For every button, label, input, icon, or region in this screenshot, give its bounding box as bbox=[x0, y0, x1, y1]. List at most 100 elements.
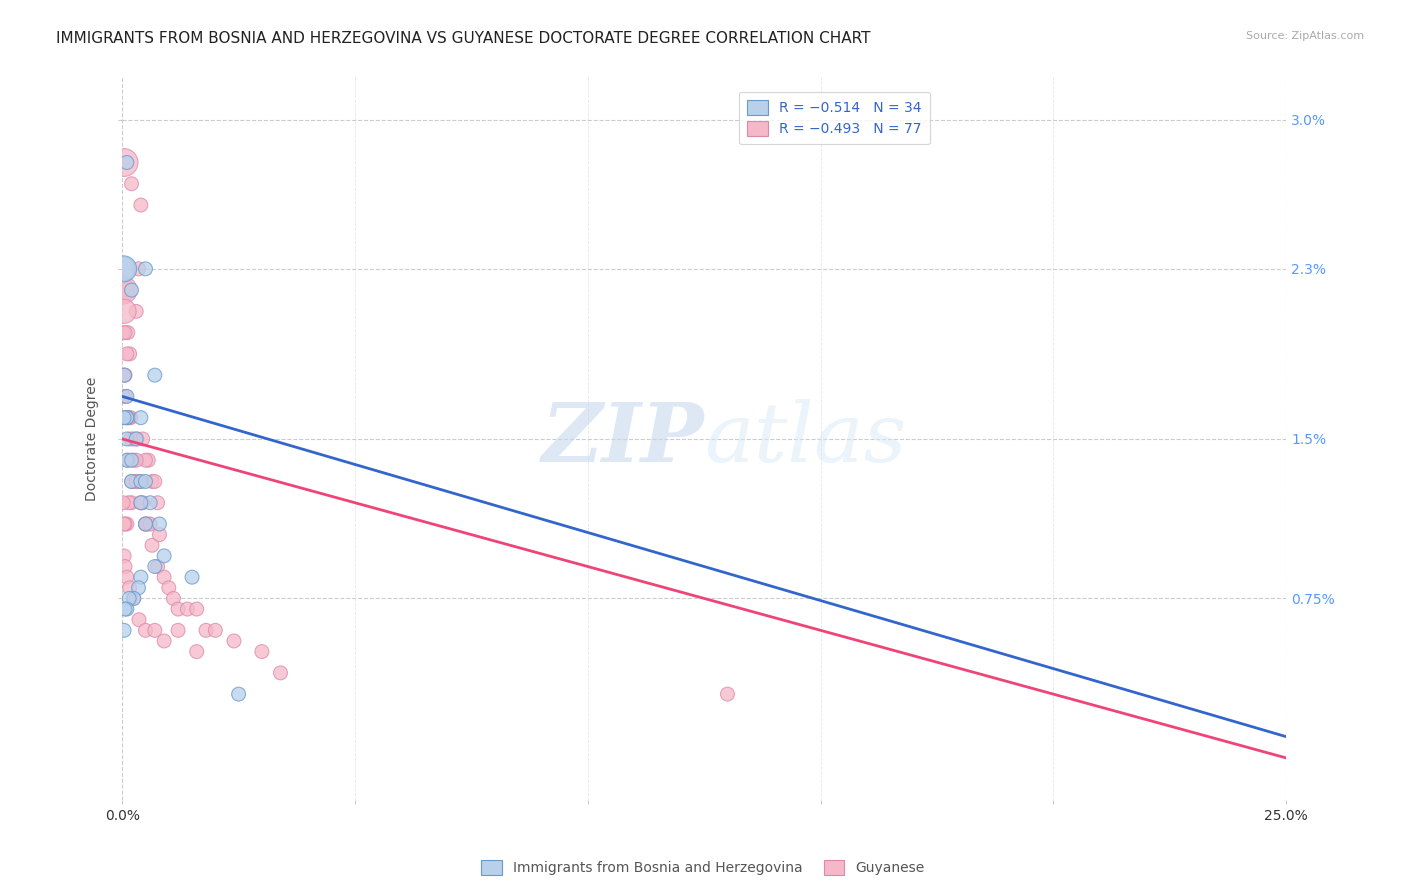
Point bbox=[112, 283, 135, 297]
Point bbox=[128, 613, 150, 627]
Point bbox=[136, 453, 159, 467]
Point bbox=[115, 283, 138, 297]
Point bbox=[148, 516, 170, 531]
Point bbox=[128, 581, 150, 595]
Legend: R = −0.514   N = 34, R = −0.493   N = 77: R = −0.514 N = 34, R = −0.493 N = 77 bbox=[740, 92, 929, 145]
Point bbox=[114, 559, 136, 574]
Point bbox=[250, 644, 273, 658]
Point bbox=[148, 527, 170, 541]
Point bbox=[114, 368, 136, 383]
Point bbox=[118, 410, 141, 425]
Point bbox=[228, 687, 250, 701]
Point bbox=[120, 432, 142, 446]
Point bbox=[128, 475, 150, 489]
Point bbox=[131, 432, 153, 446]
Legend: Immigrants from Bosnia and Herzegovina, Guyanese: Immigrants from Bosnia and Herzegovina, … bbox=[475, 855, 931, 880]
Point bbox=[121, 177, 143, 191]
Point bbox=[186, 602, 208, 616]
Point bbox=[181, 570, 204, 584]
Point bbox=[117, 326, 139, 340]
Point bbox=[115, 570, 138, 584]
Point bbox=[112, 155, 135, 169]
Point bbox=[122, 591, 145, 606]
Point bbox=[118, 410, 141, 425]
Point bbox=[112, 410, 135, 425]
Point bbox=[716, 687, 738, 701]
Point bbox=[121, 283, 143, 297]
Point bbox=[134, 475, 156, 489]
Point bbox=[115, 410, 138, 425]
Point bbox=[139, 516, 162, 531]
Point bbox=[120, 410, 142, 425]
Point bbox=[115, 516, 138, 531]
Text: ZIP: ZIP bbox=[541, 399, 704, 479]
Point bbox=[153, 570, 176, 584]
Point bbox=[112, 261, 135, 276]
Point bbox=[114, 516, 136, 531]
Point bbox=[129, 410, 152, 425]
Point bbox=[122, 591, 145, 606]
Point bbox=[153, 549, 176, 563]
Point bbox=[121, 496, 143, 510]
Point bbox=[146, 559, 169, 574]
Point bbox=[167, 624, 190, 638]
Point bbox=[176, 602, 198, 616]
Point bbox=[128, 261, 150, 276]
Point bbox=[131, 496, 153, 510]
Point bbox=[153, 634, 176, 648]
Point bbox=[162, 591, 184, 606]
Point bbox=[115, 453, 138, 467]
Point bbox=[146, 496, 169, 510]
Point bbox=[129, 570, 152, 584]
Point bbox=[139, 496, 162, 510]
Point bbox=[112, 389, 135, 403]
Point bbox=[127, 432, 149, 446]
Point bbox=[129, 475, 152, 489]
Point bbox=[134, 516, 156, 531]
Point bbox=[115, 347, 138, 361]
Point bbox=[141, 538, 163, 552]
Point bbox=[143, 475, 166, 489]
Point bbox=[222, 634, 245, 648]
Y-axis label: Doctorate Degree: Doctorate Degree bbox=[86, 376, 100, 501]
Point bbox=[125, 475, 148, 489]
Point bbox=[270, 665, 292, 680]
Point bbox=[118, 347, 141, 361]
Point bbox=[115, 389, 138, 403]
Point bbox=[125, 432, 148, 446]
Point bbox=[114, 410, 136, 425]
Point bbox=[117, 453, 139, 467]
Point bbox=[143, 368, 166, 383]
Point bbox=[114, 602, 136, 616]
Point bbox=[112, 516, 135, 531]
Point bbox=[129, 496, 152, 510]
Point bbox=[121, 475, 143, 489]
Point bbox=[124, 475, 146, 489]
Point bbox=[122, 432, 145, 446]
Point bbox=[115, 602, 138, 616]
Point bbox=[195, 624, 218, 638]
Point bbox=[112, 549, 135, 563]
Point bbox=[114, 368, 136, 383]
Point bbox=[129, 496, 152, 510]
Point bbox=[118, 581, 141, 595]
Point bbox=[125, 453, 148, 467]
Point bbox=[128, 475, 150, 489]
Point bbox=[186, 644, 208, 658]
Point bbox=[134, 261, 156, 276]
Point bbox=[112, 624, 135, 638]
Point bbox=[112, 368, 135, 383]
Point bbox=[134, 516, 156, 531]
Point bbox=[141, 475, 163, 489]
Point bbox=[112, 496, 135, 510]
Point bbox=[118, 496, 141, 510]
Point bbox=[134, 624, 156, 638]
Text: IMMIGRANTS FROM BOSNIA AND HERZEGOVINA VS GUYANESE DOCTORATE DEGREE CORRELATION : IMMIGRANTS FROM BOSNIA AND HERZEGOVINA V… bbox=[56, 31, 870, 46]
Point bbox=[115, 389, 138, 403]
Point bbox=[157, 581, 180, 595]
Point bbox=[121, 453, 143, 467]
Point bbox=[204, 624, 226, 638]
Point bbox=[112, 326, 135, 340]
Point bbox=[167, 602, 190, 616]
Point bbox=[129, 198, 152, 212]
